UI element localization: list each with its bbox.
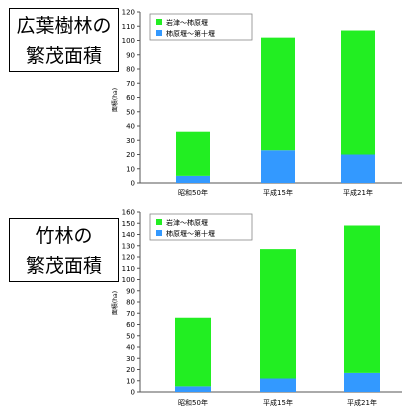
y-tick-label: 140 xyxy=(122,231,135,239)
bar-upper-3 xyxy=(344,225,380,373)
x-tick-label: 平成15年 xyxy=(263,188,293,197)
y-tick-label: 40 xyxy=(126,344,135,352)
bar-upper-2 xyxy=(260,249,296,379)
y-tick-label: 120 xyxy=(122,9,135,17)
y-tick-label: 110 xyxy=(122,23,135,31)
y-tick-label: 100 xyxy=(122,37,135,45)
y-tick-label: 120 xyxy=(122,254,135,262)
y-tick-label: 20 xyxy=(126,151,135,159)
chart2-label-box: 竹林の 繁茂面積 xyxy=(9,218,119,282)
bar-lower-1 xyxy=(175,386,211,392)
x-tick-label: 昭和50年 xyxy=(178,188,208,197)
y-tick-label: 130 xyxy=(122,242,135,250)
legend-swatch xyxy=(156,219,162,225)
y-tick-label: 90 xyxy=(126,287,135,295)
y-tick-label: 160 xyxy=(122,209,135,217)
y-tick-label: 60 xyxy=(126,321,135,329)
y-tick-label: 70 xyxy=(126,80,135,88)
chart-1: 0 10 20 30 40 50 60 70 80 90 100 110 120 面積(ha) 昭和50年 平… xyxy=(111,9,402,197)
y-tick-label: 50 xyxy=(126,332,135,340)
chart2-label-line2: 繁茂面積 xyxy=(25,255,102,277)
legend-box xyxy=(149,13,253,41)
legend-swatch xyxy=(156,30,162,36)
y-tick-label: 30 xyxy=(126,355,135,363)
y-tick-label: 20 xyxy=(126,366,135,374)
y-tick-label: 60 xyxy=(126,94,135,102)
chart2-label-line1: 竹林の xyxy=(35,225,93,247)
legend-label: 岩津～柿原堰 xyxy=(166,18,208,27)
x-tick-label: 平成21年 xyxy=(347,398,377,407)
bar-lower-1 xyxy=(176,175,210,183)
y-tick-label: 150 xyxy=(122,220,135,228)
y-tick-label: 30 xyxy=(126,137,135,145)
y-tick-label: 110 xyxy=(122,265,135,273)
chart1-label-line1: 広葉樹林の xyxy=(16,15,112,37)
legend-swatch xyxy=(156,230,162,236)
y-axis-title: 面積(ha) xyxy=(111,291,119,315)
y-tick-label: 10 xyxy=(126,377,135,385)
legend-box xyxy=(149,213,253,241)
bar-lower-3 xyxy=(341,154,375,183)
bar-upper-1 xyxy=(175,317,211,387)
y-tick-label: 10 xyxy=(126,165,135,173)
y-tick-label: 80 xyxy=(126,299,135,307)
y-tick-label: 80 xyxy=(126,66,135,74)
bar-upper-3 xyxy=(341,30,375,155)
bar-upper-1 xyxy=(176,131,210,176)
y-tick-label: 100 xyxy=(122,276,135,284)
bar-upper-2 xyxy=(261,37,295,151)
chart1-label-line2: 繁茂面積 xyxy=(25,45,102,67)
x-tick-label: 昭和50年 xyxy=(178,398,208,407)
y-tick-label: 50 xyxy=(126,108,135,116)
legend-label: 岩津～柿原堰 xyxy=(166,218,208,227)
chart1-label-box: 広葉樹林の 繁茂面積 xyxy=(9,8,119,72)
legend-swatch xyxy=(156,19,162,25)
chart-2: 0 10 20 30 40 50 60 70 80 90 100 110 120 130 140 150 160… xyxy=(111,209,402,407)
y-axis-title: 面積(ha) xyxy=(111,88,119,112)
y-tick-label: 0 xyxy=(131,389,135,397)
bar-lower-3 xyxy=(344,372,380,392)
x-tick-label: 平成21年 xyxy=(343,188,373,197)
y-tick-label: 40 xyxy=(126,123,135,131)
legend-label: 柿原堰～第十堰 xyxy=(166,229,215,238)
bar-lower-2 xyxy=(260,378,296,392)
y-tick-label: 90 xyxy=(126,51,135,59)
bar-lower-2 xyxy=(261,150,295,183)
x-tick-label: 平成15年 xyxy=(263,398,293,407)
y-tick-label: 70 xyxy=(126,310,135,318)
y-tick-label: 0 xyxy=(131,180,135,188)
legend-label: 柿原堰～第十堰 xyxy=(166,29,215,38)
